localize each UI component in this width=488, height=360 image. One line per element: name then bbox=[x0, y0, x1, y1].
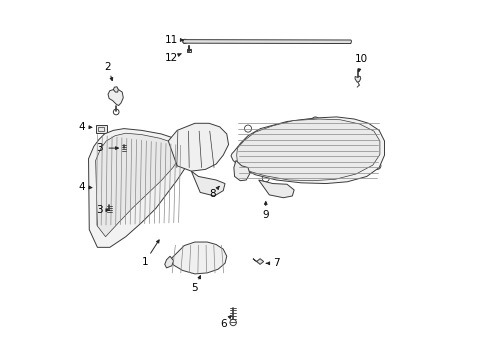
Polygon shape bbox=[252, 259, 263, 264]
Polygon shape bbox=[170, 242, 226, 274]
Polygon shape bbox=[108, 89, 123, 105]
Polygon shape bbox=[233, 161, 249, 181]
Polygon shape bbox=[168, 123, 228, 171]
Text: 4: 4 bbox=[78, 182, 84, 192]
Polygon shape bbox=[354, 76, 360, 82]
Polygon shape bbox=[183, 40, 351, 44]
Polygon shape bbox=[113, 87, 118, 92]
Text: 3: 3 bbox=[96, 205, 102, 215]
Text: 2: 2 bbox=[104, 62, 111, 72]
Text: 10: 10 bbox=[354, 54, 367, 64]
Polygon shape bbox=[230, 117, 384, 184]
Text: 11: 11 bbox=[165, 35, 178, 45]
Text: 4: 4 bbox=[78, 122, 84, 132]
Text: 6: 6 bbox=[220, 319, 226, 329]
Text: 9: 9 bbox=[262, 211, 268, 220]
Polygon shape bbox=[191, 171, 224, 196]
Text: 7: 7 bbox=[272, 258, 279, 268]
Text: 12: 12 bbox=[165, 53, 178, 63]
Bar bbox=[98, 127, 104, 131]
Bar bbox=[186, 50, 191, 53]
Bar bbox=[96, 186, 107, 194]
Bar bbox=[98, 188, 104, 192]
Polygon shape bbox=[236, 119, 379, 181]
Polygon shape bbox=[258, 180, 293, 198]
Bar bbox=[96, 125, 107, 133]
Polygon shape bbox=[164, 256, 173, 268]
Text: 8: 8 bbox=[209, 189, 216, 199]
Polygon shape bbox=[88, 129, 189, 247]
Text: 1: 1 bbox=[142, 257, 148, 266]
Polygon shape bbox=[96, 133, 181, 237]
Circle shape bbox=[258, 260, 261, 263]
Text: 5: 5 bbox=[191, 283, 198, 293]
Text: 3: 3 bbox=[96, 143, 102, 153]
